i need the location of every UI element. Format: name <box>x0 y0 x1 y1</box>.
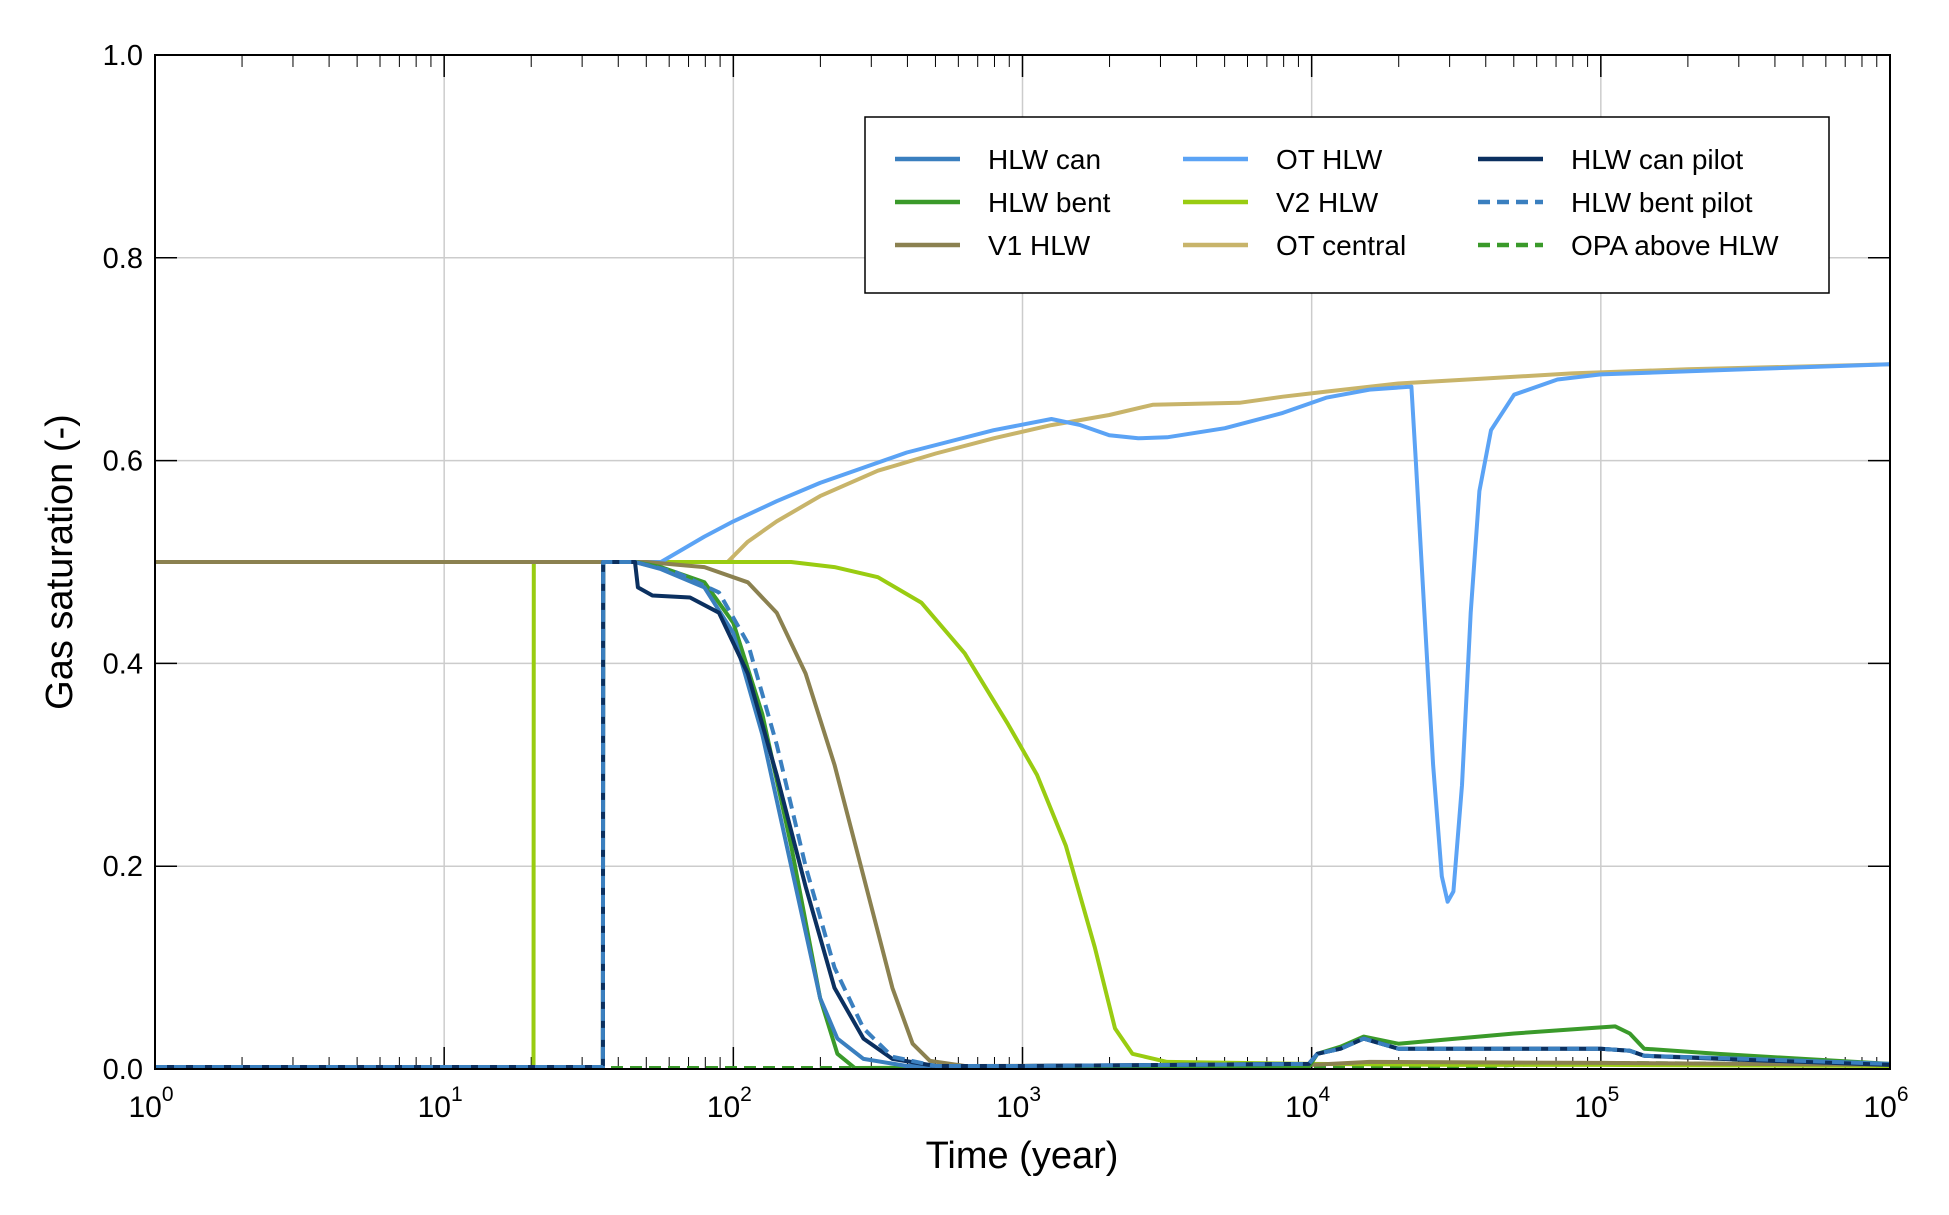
series-line-v1-hlw <box>155 560 1891 1068</box>
x-tick-base: 10 <box>128 1091 161 1124</box>
y-tick-label: 0.8 <box>103 243 143 275</box>
x-tick-label: 101 <box>418 1083 463 1124</box>
legend-label: OT central <box>1276 230 1406 261</box>
series-line-ot-hlw <box>155 362 1891 904</box>
x-tick-label: 100 <box>128 1083 173 1124</box>
y-axis-label: Gas saturation (-) <box>39 414 81 710</box>
x-tick-base: 10 <box>1574 1091 1607 1124</box>
legend-label: OT HLW <box>1276 144 1383 175</box>
y-tick-label: 0.0 <box>103 1054 143 1086</box>
legend-label: V1 HLW <box>988 230 1091 261</box>
x-tick-base: 10 <box>418 1091 451 1124</box>
x-tick-base: 10 <box>707 1091 740 1124</box>
legend-label: HLW bent pilot <box>1571 187 1753 218</box>
legend-label: HLW bent <box>988 187 1111 218</box>
y-tick-label: 0.6 <box>103 446 143 478</box>
series-lines <box>155 362 1891 1070</box>
x-tick-exponent: 2 <box>740 1083 752 1106</box>
x-tick-exponent: 0 <box>162 1083 174 1106</box>
x-tick-label: 103 <box>996 1083 1041 1124</box>
x-tick-exponent: 5 <box>1608 1083 1620 1106</box>
x-tick-labels: 100 101 102 103 104 105 106 <box>128 1083 1908 1124</box>
x-tick-base: 10 <box>1285 1091 1318 1124</box>
x-tick-exponent: 4 <box>1319 1083 1331 1106</box>
x-tick-base: 10 <box>1863 1091 1896 1124</box>
y-tick-label: 0.4 <box>103 648 143 680</box>
x-tick-label: 102 <box>707 1083 752 1124</box>
x-tick-label: 106 <box>1863 1083 1908 1124</box>
y-tick-label: 0.2 <box>103 851 143 883</box>
x-tick-exponent: 6 <box>1897 1083 1909 1106</box>
legend: HLW can HLW bent V1 HLW OT HLW V2 HLW OT cent… <box>864 116 1830 294</box>
y-tick-labels: 0.0 0.2 0.4 0.6 0.8 1.0 <box>103 40 143 1086</box>
series-line-ot-central <box>155 362 1891 564</box>
series-line-hlw-bent-pilot <box>155 560 1891 1069</box>
x-tick-exponent: 3 <box>1029 1083 1041 1106</box>
x-tick-base: 10 <box>996 1091 1029 1124</box>
legend-label: V2 HLW <box>1276 187 1379 218</box>
legend-label: HLW can pilot <box>1571 144 1743 175</box>
series-line-hlw-can-pilot <box>155 560 1891 1069</box>
plot-frame <box>154 54 1891 1070</box>
y-tick-label: 1.0 <box>103 40 143 72</box>
x-tick-exponent: 1 <box>451 1083 463 1106</box>
legend-label: HLW can <box>988 144 1101 175</box>
legend-label: OPA above HLW <box>1571 230 1779 261</box>
x-tick-label: 104 <box>1285 1083 1330 1124</box>
x-tick-label: 105 <box>1574 1083 1619 1124</box>
x-axis-label: Time (year) <box>926 1135 1119 1177</box>
legend-box <box>864 116 1830 294</box>
